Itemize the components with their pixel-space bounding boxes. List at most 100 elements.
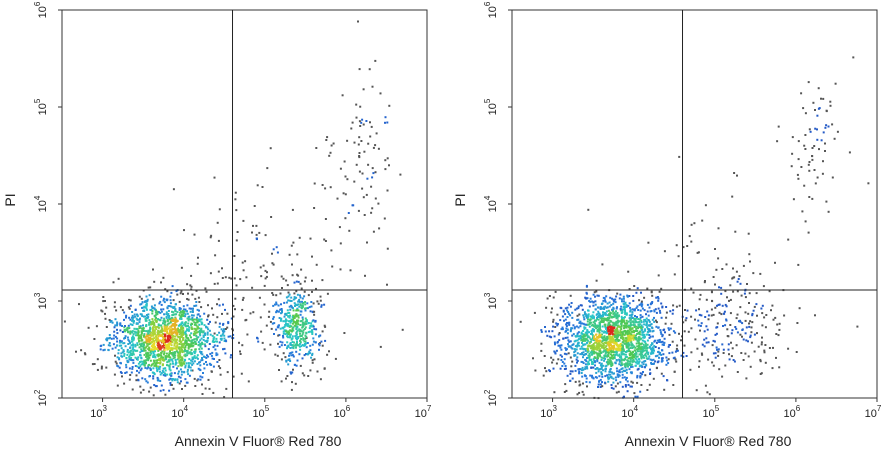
event-point — [116, 321, 119, 324]
event-point — [282, 330, 285, 333]
event-point — [587, 208, 590, 211]
event-point — [296, 253, 299, 256]
event-point — [152, 333, 155, 335]
event-point — [636, 287, 639, 290]
event-point — [293, 281, 296, 284]
event-point — [317, 302, 320, 305]
event-point — [597, 368, 600, 371]
event-point — [601, 340, 604, 343]
event-point — [630, 353, 632, 356]
event-point — [125, 316, 127, 319]
event-point — [663, 250, 666, 253]
event-point — [716, 304, 718, 307]
event-point — [301, 297, 304, 300]
event-point — [690, 351, 693, 354]
event-point — [650, 349, 653, 352]
event-point — [325, 139, 328, 141]
event-point — [223, 328, 225, 331]
event-point — [196, 338, 198, 341]
event-point — [163, 340, 166, 343]
event-point — [620, 368, 623, 370]
event-point — [592, 317, 595, 319]
event-point — [568, 345, 571, 348]
event-point — [176, 351, 179, 354]
event-point — [636, 360, 639, 363]
event-point — [582, 338, 584, 341]
event-point — [607, 330, 610, 333]
event-point — [93, 338, 96, 340]
event-point — [131, 367, 134, 370]
y-tick-label: 105 — [33, 98, 49, 115]
event-point — [710, 314, 713, 317]
event-point — [177, 375, 180, 378]
event-point — [685, 355, 688, 357]
event-point — [635, 352, 638, 355]
event-point — [152, 362, 155, 365]
event-point — [279, 308, 282, 311]
event-point — [620, 357, 623, 360]
event-point — [125, 357, 128, 360]
event-point — [173, 318, 176, 321]
event-point — [377, 202, 380, 205]
event-point — [765, 314, 768, 316]
event-point — [239, 350, 241, 353]
event-point — [550, 356, 553, 359]
event-point — [155, 326, 158, 328]
event-point — [791, 152, 794, 155]
event-point — [181, 357, 184, 360]
event-point — [745, 326, 748, 329]
event-point — [203, 367, 206, 370]
event-point — [612, 299, 615, 302]
event-point — [584, 353, 587, 356]
event-point — [647, 351, 650, 354]
event-point — [586, 329, 589, 332]
event-point — [564, 365, 567, 367]
event-point — [289, 324, 292, 327]
event-point — [269, 343, 272, 346]
event-point — [296, 359, 299, 362]
event-point — [595, 340, 598, 342]
event-point — [596, 358, 599, 361]
event-point — [636, 332, 639, 335]
event-point — [171, 331, 174, 334]
event-point — [311, 290, 313, 293]
event-point — [590, 366, 593, 369]
event-point — [303, 280, 306, 283]
x-tick-label: 104 — [171, 404, 188, 420]
event-point — [629, 306, 632, 309]
event-point — [179, 310, 182, 313]
event-point — [730, 332, 733, 335]
event-point — [112, 337, 115, 340]
event-point — [313, 310, 316, 313]
event-point — [143, 305, 146, 308]
event-point — [187, 346, 190, 349]
event-point — [586, 333, 589, 335]
event-point — [627, 343, 630, 346]
event-point — [147, 355, 150, 358]
event-point — [609, 370, 612, 373]
event-point — [287, 320, 290, 323]
event-point — [651, 346, 654, 349]
event-point — [190, 318, 193, 321]
event-point — [672, 357, 675, 360]
event-point — [595, 348, 598, 351]
event-point — [735, 327, 738, 330]
event-point — [599, 343, 602, 346]
event-point — [742, 338, 745, 341]
event-point — [253, 205, 256, 207]
event-point — [649, 368, 651, 371]
event-point — [569, 294, 572, 297]
event-point — [582, 356, 584, 359]
event-point — [168, 360, 171, 363]
event-point — [174, 321, 177, 324]
event-point — [280, 380, 283, 383]
event-point — [599, 326, 602, 328]
event-point — [291, 329, 294, 332]
event-point — [620, 325, 623, 328]
event-point — [619, 332, 622, 335]
event-point — [295, 333, 298, 336]
event-point — [131, 314, 134, 317]
event-point — [95, 325, 98, 328]
event-point — [204, 332, 206, 335]
event-point — [157, 329, 160, 332]
